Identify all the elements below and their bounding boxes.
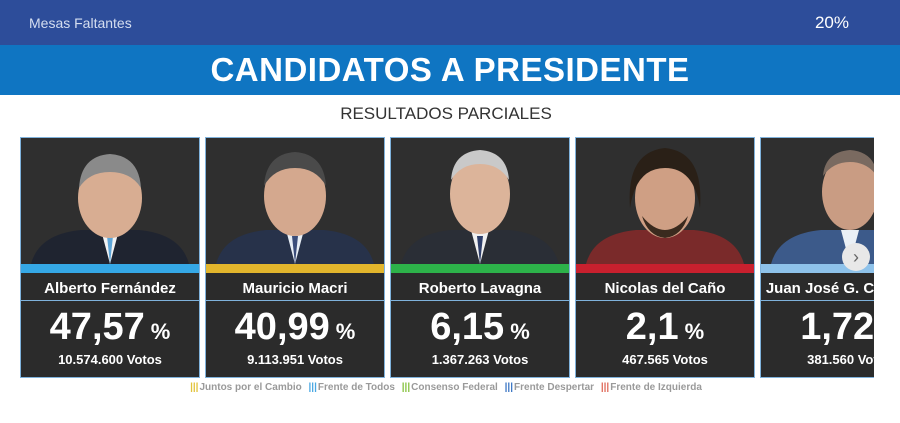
legend-color-bar: |||: [190, 382, 199, 393]
legend-item: |||Juntos por el Cambio: [190, 382, 302, 393]
candidate-percent: 47,57%: [21, 306, 199, 349]
title-bar: CANDIDATOS A PRESIDENTE: [0, 45, 900, 95]
party-color-stripe: [576, 264, 754, 273]
legend-label: Frente Despertar: [514, 382, 595, 393]
legend-item: |||Frente de Todos: [308, 382, 394, 393]
candidate-votes: 1.367.263 Votos: [431, 352, 529, 367]
candidate-card[interactable]: Roberto Lavagna 6,15% 1.367.263 Votos: [390, 137, 570, 378]
candidate-photo: [391, 138, 569, 264]
carousel-next-button[interactable]: ›: [842, 243, 870, 271]
legend-item: |||Frente Despertar: [505, 382, 594, 393]
candidate-carousel: Alberto Fernández 47,57% 10.574.600 Voto…: [0, 137, 874, 380]
percent-value: 1,72: [800, 306, 874, 348]
percent-value: 6,15: [430, 306, 505, 348]
percent-value: 40,99: [234, 306, 330, 348]
legend-item: |||Consenso Federal: [402, 382, 498, 393]
candidate-name: Mauricio Macri: [242, 280, 348, 297]
card-divider: [761, 300, 874, 301]
candidate-votes: 467.565 Votos: [622, 352, 708, 367]
card-divider: [576, 300, 754, 301]
page-title: CANDIDATOS A PRESIDENTE: [210, 51, 690, 88]
percent-value: 47,57: [49, 306, 145, 348]
party-color-stripe: [206, 264, 384, 273]
candidate-card[interactable]: Nicolas del Caño 2,1% 467.565 Votos: [575, 137, 755, 378]
candidate-photo: [576, 138, 754, 264]
candidate-name: Roberto Lavagna: [418, 280, 542, 297]
legend-color-bar: |||: [308, 382, 317, 393]
page-subtitle: RESULTADOS PARCIALES: [340, 104, 552, 123]
party-legend: |||Juntos por el Cambio |||Frente de Tod…: [0, 382, 892, 393]
candidate-card[interactable]: Mauricio Macri 40,99% 9.113.951 Votos: [205, 137, 385, 378]
candidate-percent: 1,72%: [761, 306, 874, 349]
candidate-photo: [206, 138, 384, 264]
candidate-name: Juan José G. Centurión: [765, 280, 874, 297]
legend-color-bar: |||: [504, 382, 514, 393]
candidate-percent: 6,15%: [391, 306, 569, 349]
legend-label: Frente de Todos: [317, 382, 395, 393]
candidate-name: Nicolas del Caño: [604, 280, 726, 297]
candidate-percent: 2,1%: [576, 306, 754, 349]
card-divider: [206, 300, 384, 301]
legend-label: Consenso Federal: [411, 382, 498, 393]
percent-sign: %: [684, 319, 705, 344]
legend-color-bar: |||: [600, 382, 610, 393]
mesas-faltantes-label: Mesas Faltantes: [29, 15, 132, 31]
percent-sign: %: [150, 319, 171, 344]
percent-sign: %: [335, 319, 356, 344]
candidate-percent: 40,99%: [206, 306, 384, 349]
party-color-stripe: [21, 264, 199, 273]
candidate-photo: [21, 138, 199, 264]
legend-label: Juntos por el Cambio: [199, 382, 302, 393]
card-divider: [21, 300, 199, 301]
card-divider: [391, 300, 569, 301]
candidate-votes: 381.560 Votos: [807, 352, 874, 367]
party-color-stripe: [391, 264, 569, 273]
chevron-right-icon: ›: [853, 246, 859, 267]
legend-item: |||Frente de Izquierda: [601, 382, 702, 393]
legend-color-bar: |||: [401, 382, 411, 393]
top-bar: Mesas Faltantes 20%: [0, 0, 900, 45]
legend-label: Frente de Izquierda: [610, 382, 702, 393]
percent-sign: %: [510, 319, 530, 344]
candidate-votes: 10.574.600 Votos: [58, 352, 162, 367]
mesas-faltantes-value: 20%: [814, 13, 849, 32]
percent-value: 2,1: [625, 306, 679, 348]
candidate-card[interactable]: Alberto Fernández 47,57% 10.574.600 Voto…: [20, 137, 200, 378]
candidate-votes: 9.113.951 Votos: [247, 352, 343, 367]
candidate-name: Alberto Fernández: [44, 280, 176, 297]
party-color-stripe: [761, 264, 874, 273]
